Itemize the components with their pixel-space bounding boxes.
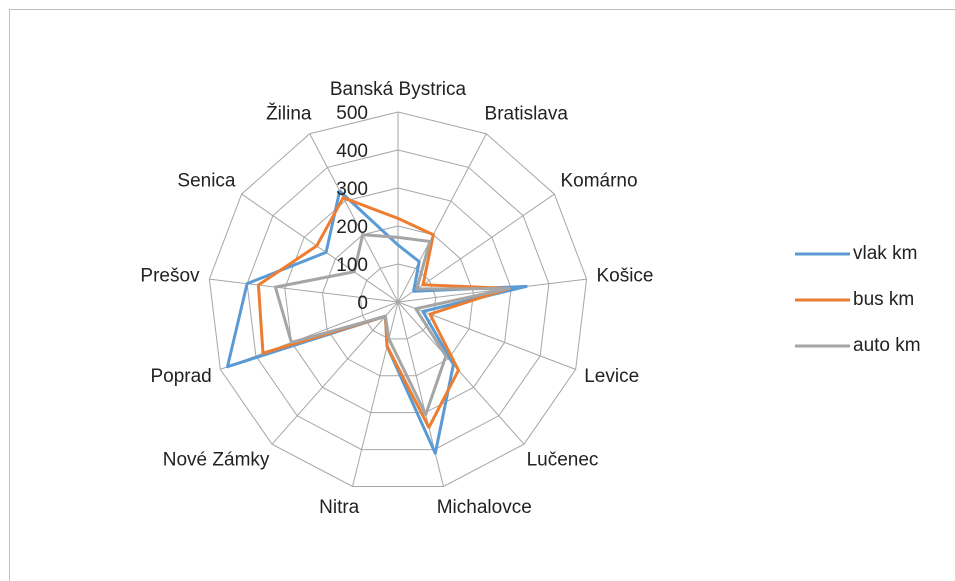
spoke — [309, 133, 399, 303]
category-label: Banská Bystrica — [330, 79, 467, 100]
r-tick-label: 500 — [336, 103, 368, 124]
r-tick-label: 0 — [357, 293, 368, 314]
series-line — [225, 189, 528, 455]
category-label: Žilina — [266, 102, 312, 124]
grid-ring — [246, 149, 550, 451]
series-line — [273, 233, 511, 417]
grid-ring — [322, 225, 474, 377]
grid-ring — [284, 187, 512, 414]
chart-frame — [9, 9, 955, 581]
legend-label: vlak km — [853, 243, 917, 264]
category-label: Lučenec — [527, 450, 599, 471]
spoke — [397, 301, 525, 445]
r-tick-label: 300 — [336, 179, 368, 200]
r-tick-label: 400 — [336, 141, 368, 162]
series-line — [256, 196, 511, 429]
category-label: Poprad — [150, 366, 211, 387]
category-label: Nitra — [319, 497, 360, 518]
legend-label: bus km — [853, 289, 914, 310]
category-label: Komárno — [560, 171, 637, 192]
spoke — [397, 301, 576, 370]
category-label: Prešov — [140, 265, 200, 286]
category-label: Košice — [596, 265, 653, 286]
spoke — [241, 193, 399, 303]
spoke — [209, 278, 399, 303]
r-tick-label: 100 — [336, 255, 368, 276]
spoke — [397, 301, 444, 487]
spoke — [352, 301, 399, 487]
category-label: Levice — [584, 366, 639, 387]
spoke — [397, 133, 487, 303]
category-label: Senica — [177, 171, 236, 192]
category-label: Michalovce — [437, 497, 532, 518]
spoke — [397, 278, 587, 303]
spoke — [271, 301, 399, 445]
category-label: Bratislava — [485, 103, 569, 124]
category-label: Nové Zámky — [163, 450, 270, 471]
r-tick-label: 200 — [336, 217, 368, 238]
grid-ring — [208, 111, 588, 487]
grid-ring — [359, 263, 437, 340]
legend-label: auto km — [853, 335, 921, 356]
